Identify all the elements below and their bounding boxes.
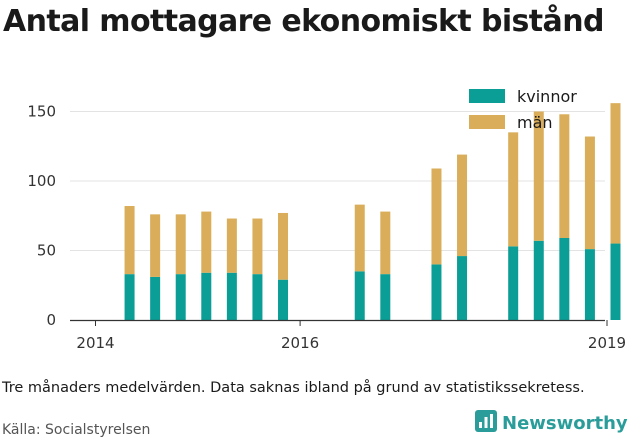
bar-man xyxy=(124,206,135,275)
y-tick-label: 50 xyxy=(37,242,56,260)
bar-man xyxy=(150,214,161,277)
bar-kvinnor xyxy=(252,274,263,320)
legend-swatch xyxy=(469,115,505,129)
bar-man xyxy=(584,136,595,250)
bar-kvinnor xyxy=(354,271,365,320)
bar-man xyxy=(380,211,391,275)
newsworthy-logo: Newsworthy xyxy=(474,409,628,437)
legend-swatch xyxy=(469,89,505,103)
y-tick-label: 0 xyxy=(46,311,56,329)
bar-man xyxy=(431,168,442,265)
bar-kvinnor xyxy=(175,274,186,320)
x-tick-label: 2014 xyxy=(76,334,114,352)
logo-text: Newsworthy xyxy=(502,412,628,434)
bar-man xyxy=(226,218,237,273)
bar-man xyxy=(610,103,621,244)
legend: kvinnor män xyxy=(469,87,577,132)
axes: 05010015020142016201920212023 xyxy=(27,103,626,353)
bars xyxy=(124,103,621,320)
bar-kvinnor xyxy=(508,246,519,320)
source-label: Källa: Socialstyrelsen xyxy=(2,422,151,438)
y-tick-label: 100 xyxy=(27,172,56,190)
footnote: Tre månaders medelvärden. Data saknas ib… xyxy=(2,380,585,396)
bar-kvinnor xyxy=(610,243,621,320)
bar-kvinnor xyxy=(201,272,212,320)
bar-kvinnor xyxy=(533,240,544,320)
bar-kvinnor xyxy=(278,279,289,320)
bar-man xyxy=(354,204,365,272)
bar-man xyxy=(533,111,544,241)
bar-man xyxy=(559,114,570,238)
legend-label: män xyxy=(517,113,553,132)
bar-kvinnor xyxy=(431,264,442,320)
x-tick-label: 2016 xyxy=(281,334,319,352)
bar-man xyxy=(278,212,289,280)
bar-man xyxy=(508,132,519,247)
bar-kvinnor xyxy=(584,249,595,320)
chart-title: Antal mottagare ekonomiskt bistånd xyxy=(3,4,604,39)
bar-kvinnor xyxy=(380,274,391,320)
bar-kvinnor xyxy=(226,272,237,320)
bar-man xyxy=(457,154,468,257)
y-tick-label: 150 xyxy=(27,103,56,121)
bar-man xyxy=(252,218,263,275)
bar-man xyxy=(175,214,186,275)
x-tick-label: 2019 xyxy=(588,334,626,352)
bar-kvinnor xyxy=(457,256,468,320)
bar-kvinnor xyxy=(124,274,135,320)
bar-kvinnor xyxy=(559,237,570,320)
bar-kvinnor xyxy=(150,276,161,320)
bar-man xyxy=(201,211,212,273)
bar-chart-logo-icon xyxy=(474,409,498,437)
legend-label: kvinnor xyxy=(517,87,577,106)
